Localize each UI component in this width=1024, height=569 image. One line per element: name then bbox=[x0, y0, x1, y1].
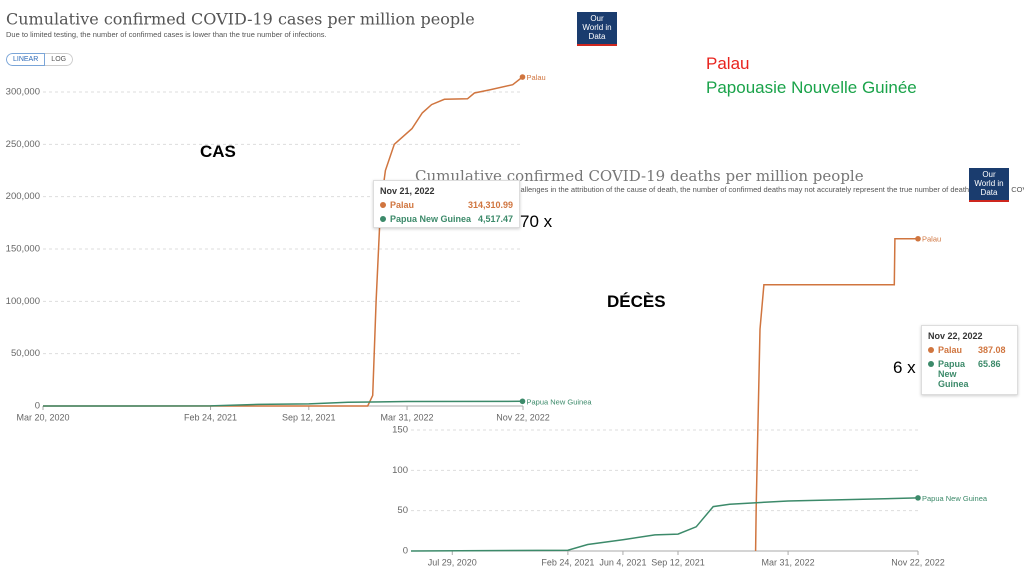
y-tick-label: 300,000 bbox=[6, 87, 40, 98]
y-tick-label: 100,000 bbox=[6, 296, 40, 307]
tooltip-name: Palau bbox=[390, 200, 415, 210]
x-tick-label: Mar 31, 2022 bbox=[381, 412, 434, 422]
annotation: CAS bbox=[200, 142, 236, 161]
annotation: 70 x bbox=[520, 212, 553, 231]
tooltip-date: Nov 21, 2022 bbox=[380, 186, 435, 196]
tooltip-row: Papua New Guinea 4,517.47 bbox=[380, 214, 513, 224]
series-line bbox=[410, 497, 919, 552]
tooltip-dot bbox=[928, 361, 934, 367]
end-marker bbox=[915, 495, 921, 501]
x-tick-label: Jul 29, 2020 bbox=[428, 557, 477, 567]
tooltip-dot bbox=[380, 216, 386, 222]
x-tick-label: Feb 24, 2021 bbox=[184, 412, 237, 422]
chart-0: Cumulative confirmed COVID-19 cases per … bbox=[6, 10, 593, 423]
series-line bbox=[43, 76, 523, 407]
logo: Our World in Data bbox=[577, 12, 617, 46]
tooltip-name: Papua New Guinea bbox=[938, 359, 969, 389]
x-tick-label: Jun 4, 2021 bbox=[599, 557, 646, 567]
tooltip-row: Papua New Guinea 65.86 bbox=[928, 359, 1011, 389]
series-end-label: Palau bbox=[527, 73, 546, 82]
tooltip-name: Papua New Guinea bbox=[390, 214, 472, 224]
end-marker bbox=[519, 74, 526, 80]
tooltip-value: 65.86 bbox=[978, 359, 1001, 369]
x-tick-label: Nov 22, 2022 bbox=[891, 557, 945, 567]
chart-title: Cumulative confirmed COVID-19 deaths per… bbox=[415, 167, 864, 185]
y-tick-label: 100 bbox=[392, 465, 408, 476]
x-tick-label: Sep 12, 2021 bbox=[651, 557, 705, 567]
x-tick-label: Sep 12, 2021 bbox=[282, 412, 336, 422]
tooltip-dot bbox=[928, 347, 934, 353]
series-line bbox=[754, 238, 918, 552]
tooltip-row: Palau 387.08 bbox=[928, 345, 1011, 355]
tooltip: Nov 21, 2022 Palau 314,310.99 Papua New Gui… bbox=[373, 180, 520, 228]
y-tick-label: 0 bbox=[35, 401, 40, 412]
end-marker bbox=[915, 235, 921, 242]
scale-toggle: LINEAR LOG bbox=[6, 53, 74, 66]
series-end-label: Papua New Guinea bbox=[527, 397, 593, 406]
legend-note: Palau bbox=[706, 54, 750, 73]
x-tick-label: Nov 22, 2022 bbox=[496, 412, 550, 422]
series-end-label: Palau bbox=[922, 235, 941, 244]
tooltip-value: 4,517.47 bbox=[477, 214, 513, 224]
scale-button[interactable]: LOG bbox=[45, 53, 74, 66]
series-line bbox=[42, 400, 523, 407]
tooltip-date: Nov 22, 2022 bbox=[928, 331, 983, 341]
tooltip: Nov 22, 2022 Palau 387.08 Papua New Guinea 6… bbox=[921, 325, 1018, 395]
y-tick-label: 200,000 bbox=[6, 191, 40, 202]
tooltip-value: 387.08 bbox=[978, 345, 1006, 355]
scale-button[interactable]: LINEAR bbox=[6, 53, 46, 66]
tooltip-dot bbox=[380, 202, 386, 208]
y-tick-label: 150,000 bbox=[6, 244, 40, 255]
chart-subtitle: Due to varying protocols and challenges … bbox=[415, 185, 1024, 194]
end-marker bbox=[519, 398, 526, 405]
annotation: DÉCÈS bbox=[607, 292, 666, 311]
y-tick-label: 0 bbox=[403, 546, 408, 557]
chart-subtitle: Due to limited testing, the number of co… bbox=[6, 30, 327, 39]
x-tick-label: Mar 20, 2020 bbox=[16, 412, 69, 422]
series-end-label: Papua New Guinea bbox=[922, 494, 988, 503]
logo: Our World in Data bbox=[969, 168, 1009, 202]
tooltip-name: Palau bbox=[938, 345, 963, 355]
chart-title: Cumulative confirmed COVID-19 cases per … bbox=[6, 10, 475, 29]
y-tick-label: 150 bbox=[392, 425, 408, 436]
y-tick-label: 250,000 bbox=[6, 139, 40, 150]
y-tick-label: 50,000 bbox=[11, 348, 40, 359]
annotation: 6 x bbox=[893, 358, 916, 377]
tooltip-row: Palau 314,310.99 bbox=[380, 200, 513, 210]
tooltip-value: 314,310.99 bbox=[467, 200, 513, 210]
x-tick-label: Mar 31, 2022 bbox=[762, 557, 815, 567]
y-tick-label: 50 bbox=[397, 505, 408, 516]
x-tick-label: Feb 24, 2021 bbox=[541, 557, 594, 567]
legend-note: Papouasie Nouvelle Guinée bbox=[706, 78, 917, 97]
